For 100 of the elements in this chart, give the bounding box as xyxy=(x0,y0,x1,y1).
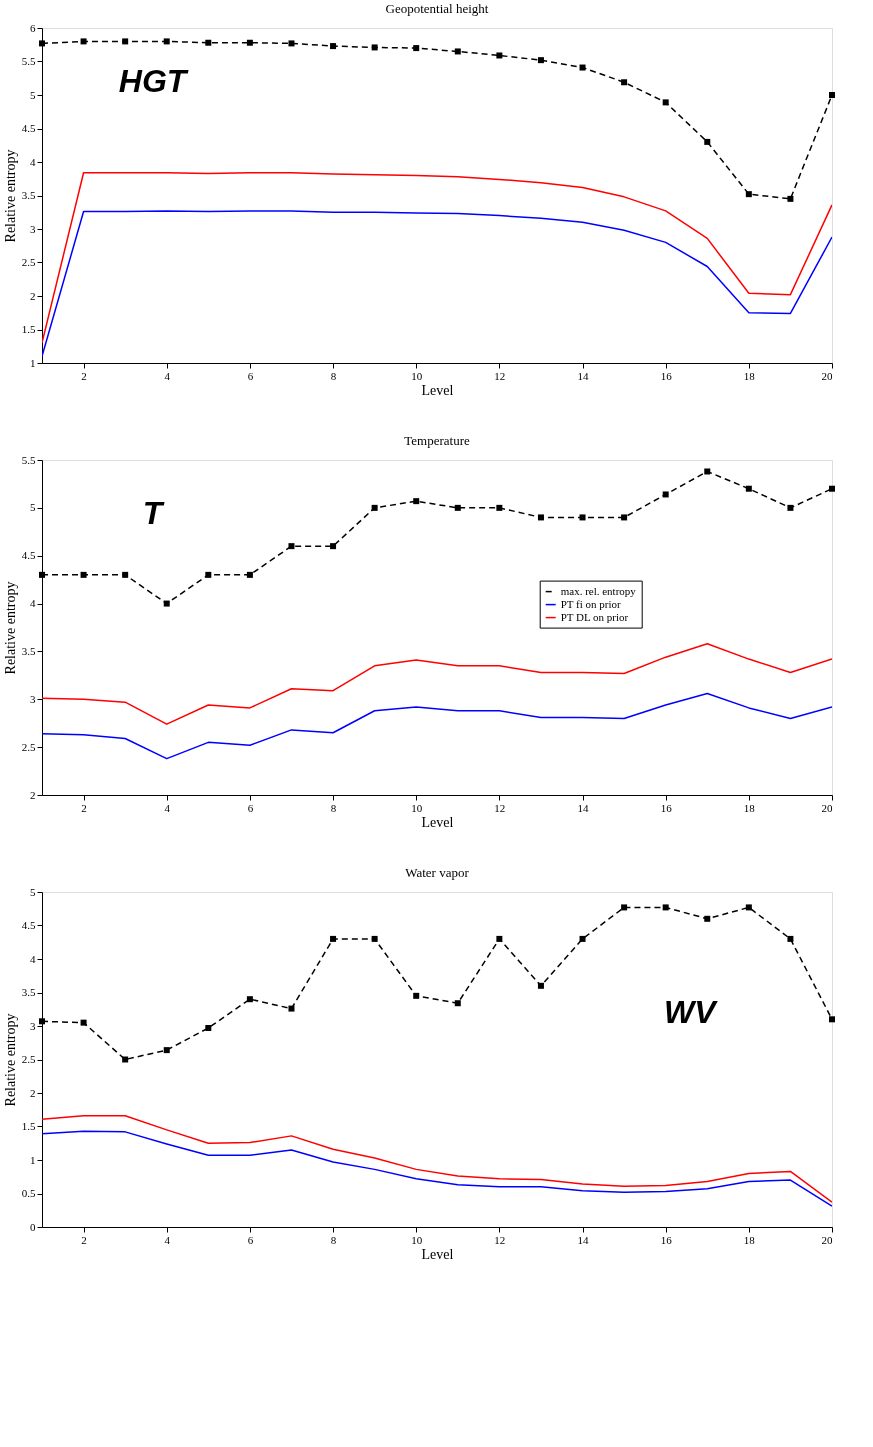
y-tick-label: 2 xyxy=(30,1086,36,1099)
y-tick-label: 4 xyxy=(30,952,36,965)
x-tick-label: 8 xyxy=(330,369,337,382)
annotation: T xyxy=(142,494,165,531)
point xyxy=(80,571,87,578)
point xyxy=(205,1025,212,1032)
point xyxy=(829,92,835,98)
y-tick-label: 4 xyxy=(30,597,36,610)
point xyxy=(288,40,295,47)
y-tick-label: 4.5 xyxy=(21,919,36,931)
y-tick-label: 4 xyxy=(30,155,36,168)
y-tick-label: 5.5 xyxy=(21,55,36,67)
point xyxy=(163,38,170,45)
y-tick-label: 5.5 xyxy=(21,453,36,466)
legend-label: max. rel. entropy xyxy=(560,584,637,597)
point xyxy=(163,600,170,607)
point xyxy=(205,571,212,578)
x-axis-title: Level xyxy=(421,814,454,830)
point xyxy=(745,485,752,492)
chart-title: Water vapor xyxy=(405,865,470,880)
point xyxy=(621,904,628,911)
x-tick-label: 18 xyxy=(743,1233,756,1246)
point xyxy=(662,904,669,911)
y-axis-title: Relative entropy xyxy=(2,1013,18,1107)
y-tick-label: 0.5 xyxy=(21,1187,36,1199)
x-tick-label: 12 xyxy=(494,369,506,382)
line-series xyxy=(42,210,832,358)
y-tick-label: 2.5 xyxy=(21,740,36,753)
point xyxy=(454,1000,461,1007)
point xyxy=(579,64,586,71)
point xyxy=(330,935,337,942)
x-tick-label: 10 xyxy=(411,369,423,382)
point xyxy=(704,468,711,475)
point xyxy=(80,1019,87,1026)
point xyxy=(288,543,295,550)
y-tick-label: 3 xyxy=(30,222,36,235)
y-tick-label: 3 xyxy=(30,1019,36,1032)
point xyxy=(745,191,752,198)
x-tick-label: 12 xyxy=(494,801,506,814)
x-tick-label: 6 xyxy=(247,1233,254,1246)
annotation: WV xyxy=(664,993,719,1030)
y-tick-label: 3 xyxy=(30,692,36,705)
point xyxy=(413,992,420,999)
y-tick-label: 2.5 xyxy=(21,256,36,268)
y-tick-label: 5 xyxy=(30,88,36,101)
y-axis-title: Relative entropy xyxy=(2,581,18,675)
point xyxy=(454,504,461,511)
x-tick-label: 4 xyxy=(164,369,171,382)
point xyxy=(829,485,835,492)
y-tick-label: 2.5 xyxy=(21,1053,36,1065)
point xyxy=(579,514,586,521)
y-tick-label: 5 xyxy=(30,501,36,514)
point xyxy=(39,571,45,578)
x-axis-title: Level xyxy=(421,1246,454,1262)
x-tick-label: 20 xyxy=(821,1233,833,1246)
x-tick-label: 12 xyxy=(494,1233,506,1246)
point xyxy=(704,915,711,922)
y-tick-label: 6 xyxy=(30,21,36,34)
y-tick-label: 3.5 xyxy=(21,986,36,998)
point xyxy=(787,504,794,511)
point xyxy=(205,39,212,46)
x-tick-label: 2 xyxy=(81,801,87,814)
point xyxy=(621,514,628,521)
y-tick-label: 1 xyxy=(30,356,36,369)
point xyxy=(537,57,544,64)
y-tick-label: 1 xyxy=(30,1153,36,1166)
x-tick-label: 10 xyxy=(411,1233,423,1246)
y-tick-label: 1.5 xyxy=(21,323,36,335)
point xyxy=(371,44,378,51)
point xyxy=(122,571,129,578)
line-series xyxy=(42,1130,832,1207)
point xyxy=(745,904,752,911)
x-tick-label: 14 xyxy=(577,1233,590,1246)
x-tick-label: 18 xyxy=(743,801,756,814)
point xyxy=(704,138,711,145)
point xyxy=(662,491,669,498)
point xyxy=(330,43,337,50)
point xyxy=(330,543,337,550)
annotation: HGT xyxy=(118,62,189,99)
y-axis-title: Relative entropy xyxy=(2,149,18,243)
point xyxy=(537,514,544,521)
point xyxy=(246,571,253,578)
y-tick-label: 3.5 xyxy=(21,189,36,201)
x-tick-label: 2 xyxy=(81,369,87,382)
chart-title: Temperature xyxy=(404,433,470,448)
x-tick-label: 20 xyxy=(821,801,833,814)
y-tick-label: 4.5 xyxy=(21,549,36,562)
line-series xyxy=(42,643,832,725)
y-tick-label: 5 xyxy=(30,885,36,898)
x-tick-label: 16 xyxy=(660,801,673,814)
y-tick-label: 2 xyxy=(30,289,36,302)
x-tick-label: 20 xyxy=(821,369,833,382)
point xyxy=(413,498,420,505)
point xyxy=(537,982,544,989)
x-tick-label: 16 xyxy=(660,369,673,382)
y-tick-label: 3.5 xyxy=(21,644,36,657)
line-series xyxy=(42,692,832,760)
point xyxy=(163,1047,170,1054)
line-series xyxy=(42,171,832,344)
x-tick-label: 16 xyxy=(660,1233,673,1246)
